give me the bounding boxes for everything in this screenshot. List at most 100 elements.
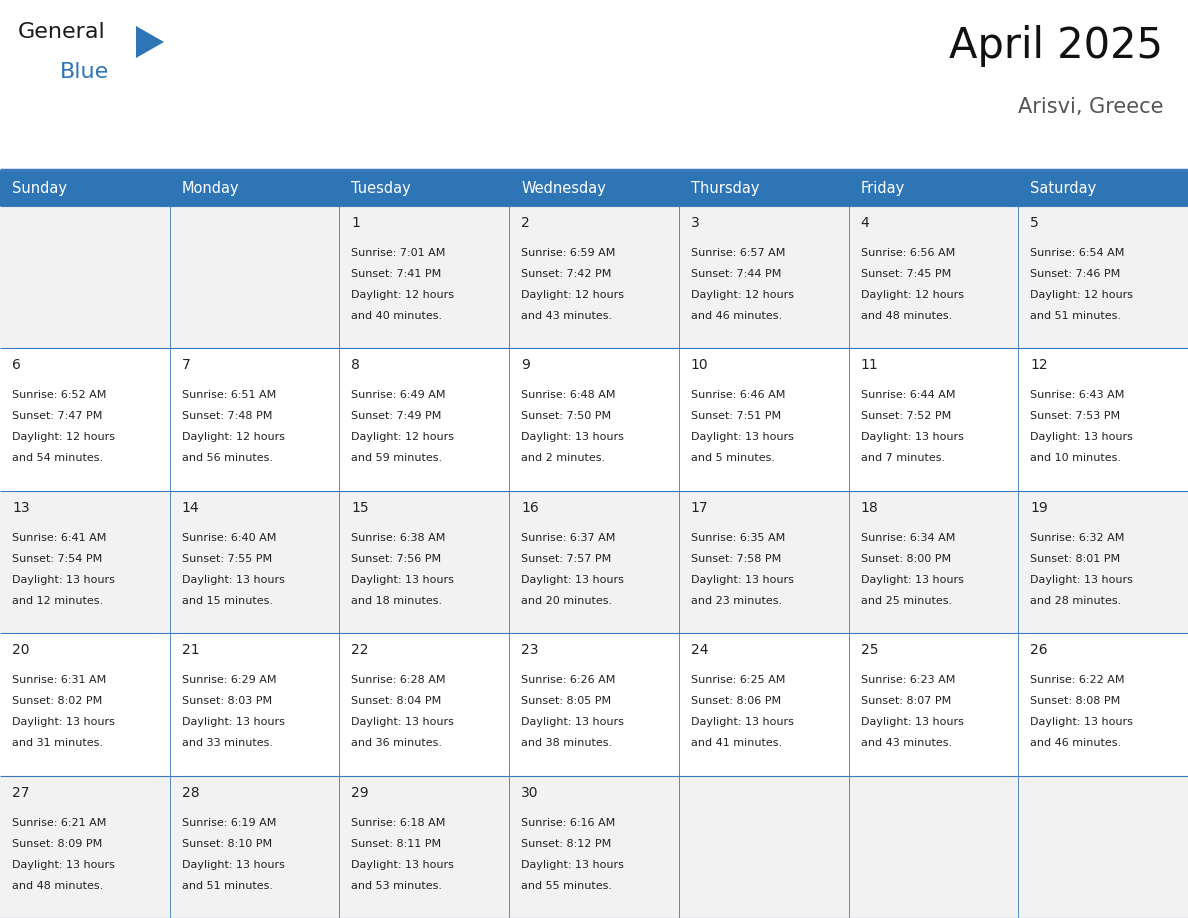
Bar — [340, 170, 510, 206]
Text: and 41 minutes.: and 41 minutes. — [691, 738, 782, 748]
Text: Sunset: 7:47 PM: Sunset: 7:47 PM — [12, 411, 102, 421]
Text: Sunset: 8:05 PM: Sunset: 8:05 PM — [522, 696, 612, 706]
Text: and 25 minutes.: and 25 minutes. — [860, 596, 952, 606]
Text: Saturday: Saturday — [1030, 181, 1097, 196]
Text: Daylight: 13 hours: Daylight: 13 hours — [182, 859, 285, 869]
Text: and 46 minutes.: and 46 minutes. — [1030, 738, 1121, 748]
Text: Sunset: 7:45 PM: Sunset: 7:45 PM — [860, 269, 950, 279]
Text: 19: 19 — [1030, 501, 1048, 515]
Bar — [848, 170, 1018, 206]
Text: Sunset: 7:58 PM: Sunset: 7:58 PM — [691, 554, 781, 564]
Bar — [0, 491, 1188, 633]
Text: Daylight: 13 hours: Daylight: 13 hours — [522, 859, 624, 869]
Text: 16: 16 — [522, 501, 539, 515]
Text: Daylight: 13 hours: Daylight: 13 hours — [522, 717, 624, 727]
Text: 18: 18 — [860, 501, 878, 515]
Text: 30: 30 — [522, 786, 538, 800]
Text: Daylight: 13 hours: Daylight: 13 hours — [1030, 717, 1133, 727]
Text: Daylight: 13 hours: Daylight: 13 hours — [352, 717, 454, 727]
Text: Daylight: 12 hours: Daylight: 12 hours — [691, 290, 794, 300]
Text: Sunrise: 6:25 AM: Sunrise: 6:25 AM — [691, 676, 785, 685]
Text: and 56 minutes.: and 56 minutes. — [182, 453, 273, 464]
Text: 26: 26 — [1030, 644, 1048, 657]
Text: Sunrise: 6:52 AM: Sunrise: 6:52 AM — [12, 390, 107, 400]
Text: 6: 6 — [12, 358, 21, 373]
Text: Arisvi, Greece: Arisvi, Greece — [1017, 97, 1163, 117]
Text: Sunset: 8:09 PM: Sunset: 8:09 PM — [12, 839, 102, 848]
Text: and 53 minutes.: and 53 minutes. — [352, 880, 442, 890]
Text: Daylight: 13 hours: Daylight: 13 hours — [1030, 575, 1133, 585]
Text: Daylight: 13 hours: Daylight: 13 hours — [691, 717, 794, 727]
Text: 14: 14 — [182, 501, 200, 515]
Text: Daylight: 13 hours: Daylight: 13 hours — [691, 432, 794, 442]
Text: and 38 minutes.: and 38 minutes. — [522, 738, 612, 748]
Text: 5: 5 — [1030, 216, 1040, 230]
Text: Daylight: 13 hours: Daylight: 13 hours — [860, 432, 963, 442]
Text: Sunset: 7:41 PM: Sunset: 7:41 PM — [352, 269, 442, 279]
Text: and 23 minutes.: and 23 minutes. — [691, 596, 782, 606]
Polygon shape — [135, 26, 164, 58]
Text: Sunset: 8:01 PM: Sunset: 8:01 PM — [1030, 554, 1120, 564]
Text: 8: 8 — [352, 358, 360, 373]
Text: Sunset: 7:49 PM: Sunset: 7:49 PM — [352, 411, 442, 421]
Text: Daylight: 12 hours: Daylight: 12 hours — [522, 290, 624, 300]
Text: Sunrise: 6:23 AM: Sunrise: 6:23 AM — [860, 676, 955, 685]
Text: Daylight: 12 hours: Daylight: 12 hours — [352, 432, 455, 442]
Text: Sunset: 8:08 PM: Sunset: 8:08 PM — [1030, 696, 1120, 706]
Text: Sunset: 8:11 PM: Sunset: 8:11 PM — [352, 839, 442, 848]
Text: and 40 minutes.: and 40 minutes. — [352, 311, 443, 321]
Text: Daylight: 12 hours: Daylight: 12 hours — [860, 290, 963, 300]
Text: 22: 22 — [352, 644, 369, 657]
Text: Sunrise: 6:48 AM: Sunrise: 6:48 AM — [522, 390, 615, 400]
Text: and 2 minutes.: and 2 minutes. — [522, 453, 605, 464]
Text: Sunset: 7:56 PM: Sunset: 7:56 PM — [352, 554, 442, 564]
Text: Daylight: 12 hours: Daylight: 12 hours — [352, 290, 455, 300]
Text: 1: 1 — [352, 216, 360, 230]
Text: Sunrise: 6:38 AM: Sunrise: 6:38 AM — [352, 532, 446, 543]
Bar — [0, 633, 1188, 776]
Text: Sunset: 8:10 PM: Sunset: 8:10 PM — [182, 839, 272, 848]
Text: and 48 minutes.: and 48 minutes. — [12, 880, 103, 890]
Text: Sunrise: 6:43 AM: Sunrise: 6:43 AM — [1030, 390, 1125, 400]
Text: Sunrise: 6:32 AM: Sunrise: 6:32 AM — [1030, 532, 1125, 543]
Text: Sunset: 7:53 PM: Sunset: 7:53 PM — [1030, 411, 1120, 421]
Bar — [510, 170, 678, 206]
Text: April 2025: April 2025 — [949, 25, 1163, 67]
Text: and 31 minutes.: and 31 minutes. — [12, 738, 103, 748]
Text: and 12 minutes.: and 12 minutes. — [12, 596, 103, 606]
Text: 12: 12 — [1030, 358, 1048, 373]
Bar — [0, 170, 170, 206]
Text: Sunset: 7:57 PM: Sunset: 7:57 PM — [522, 554, 612, 564]
Text: Daylight: 13 hours: Daylight: 13 hours — [12, 575, 115, 585]
Text: Sunset: 7:55 PM: Sunset: 7:55 PM — [182, 554, 272, 564]
Text: 13: 13 — [12, 501, 30, 515]
Text: Sunset: 7:42 PM: Sunset: 7:42 PM — [522, 269, 612, 279]
Text: and 43 minutes.: and 43 minutes. — [522, 311, 612, 321]
Text: Sunrise: 6:18 AM: Sunrise: 6:18 AM — [352, 818, 446, 828]
Text: 23: 23 — [522, 644, 538, 657]
Text: Sunset: 8:03 PM: Sunset: 8:03 PM — [182, 696, 272, 706]
Text: Sunrise: 6:57 AM: Sunrise: 6:57 AM — [691, 248, 785, 258]
Text: Sunset: 7:54 PM: Sunset: 7:54 PM — [12, 554, 102, 564]
Text: Sunset: 8:02 PM: Sunset: 8:02 PM — [12, 696, 102, 706]
Text: Sunrise: 6:31 AM: Sunrise: 6:31 AM — [12, 676, 106, 685]
Text: Sunset: 7:44 PM: Sunset: 7:44 PM — [691, 269, 782, 279]
Text: Sunset: 8:07 PM: Sunset: 8:07 PM — [860, 696, 950, 706]
Text: Sunset: 8:12 PM: Sunset: 8:12 PM — [522, 839, 612, 848]
Text: 10: 10 — [691, 358, 708, 373]
Text: Sunrise: 6:41 AM: Sunrise: 6:41 AM — [12, 532, 107, 543]
Text: Sunrise: 6:37 AM: Sunrise: 6:37 AM — [522, 532, 615, 543]
Text: Daylight: 12 hours: Daylight: 12 hours — [1030, 290, 1133, 300]
Text: Sunset: 7:50 PM: Sunset: 7:50 PM — [522, 411, 612, 421]
Text: Friday: Friday — [860, 181, 905, 196]
Text: Sunrise: 6:19 AM: Sunrise: 6:19 AM — [182, 818, 276, 828]
Text: Daylight: 13 hours: Daylight: 13 hours — [182, 717, 285, 727]
Text: Sunset: 7:51 PM: Sunset: 7:51 PM — [691, 411, 781, 421]
Text: Sunrise: 6:26 AM: Sunrise: 6:26 AM — [522, 676, 615, 685]
Text: Tuesday: Tuesday — [352, 181, 411, 196]
Text: Sunrise: 7:01 AM: Sunrise: 7:01 AM — [352, 248, 446, 258]
Text: and 55 minutes.: and 55 minutes. — [522, 880, 612, 890]
Text: Sunrise: 6:29 AM: Sunrise: 6:29 AM — [182, 676, 277, 685]
Text: 29: 29 — [352, 786, 369, 800]
Text: Sunrise: 6:46 AM: Sunrise: 6:46 AM — [691, 390, 785, 400]
